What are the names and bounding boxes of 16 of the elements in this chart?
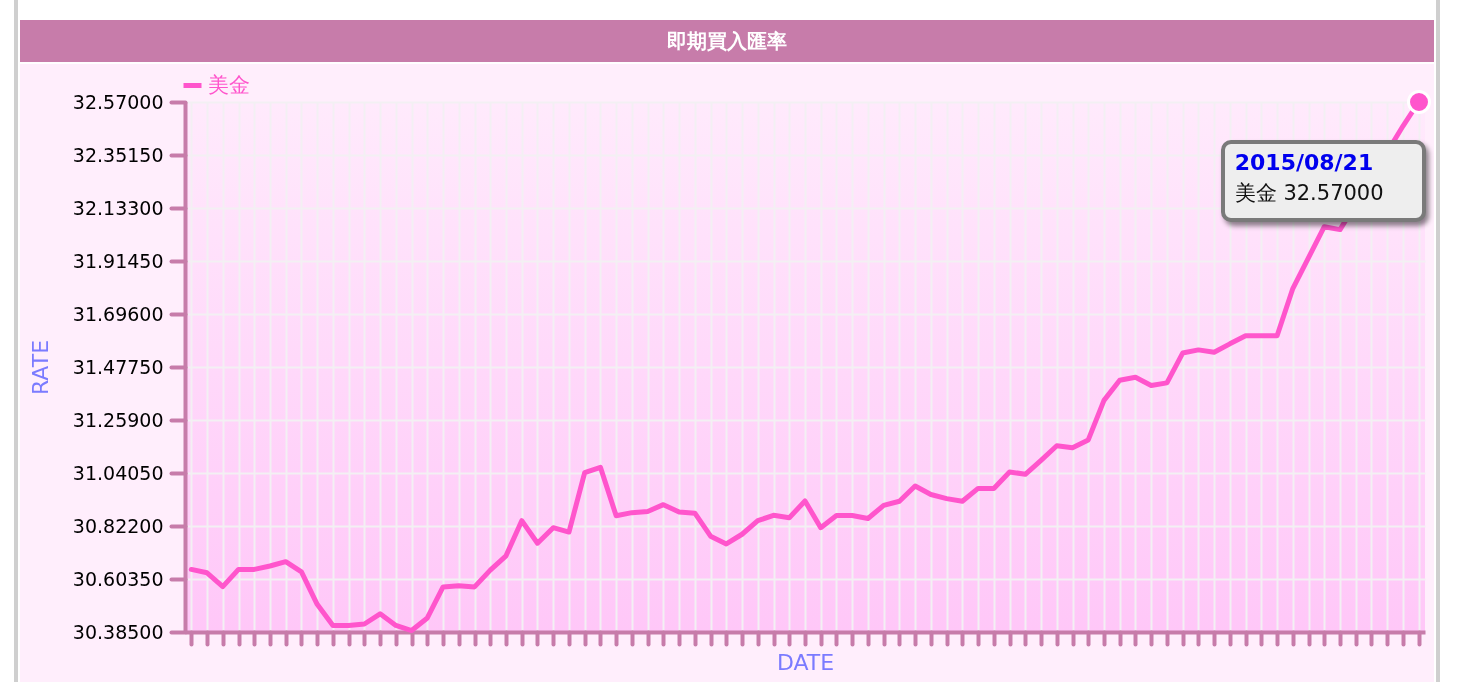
legend-label: 美金 [208, 72, 250, 97]
y-tick-label: 30.60350 [72, 567, 164, 590]
x-axis-title: DATE [776, 649, 835, 675]
y-tick-label: 31.69600 [72, 302, 164, 325]
y-tick-label: 31.04050 [72, 461, 164, 484]
y-tick-label: 31.25900 [72, 408, 164, 431]
y-tick-label: 30.82200 [72, 514, 164, 537]
y-tick-label: 32.13300 [72, 196, 164, 219]
annotation: 2015/08/21 美金 32.57000 [1234, 149, 1384, 207]
y-tick-label: 31.91450 [72, 249, 164, 272]
y-axis-title: RATE [27, 339, 53, 396]
y-tick-label: 31.47750 [72, 355, 164, 378]
y-tick-label: 32.35150 [72, 143, 164, 166]
chart-title: 即期買入匯率 [20, 20, 1434, 62]
y-tick-label: 32.57000 [72, 90, 164, 113]
y-tick-label: 30.38500 [72, 620, 164, 643]
